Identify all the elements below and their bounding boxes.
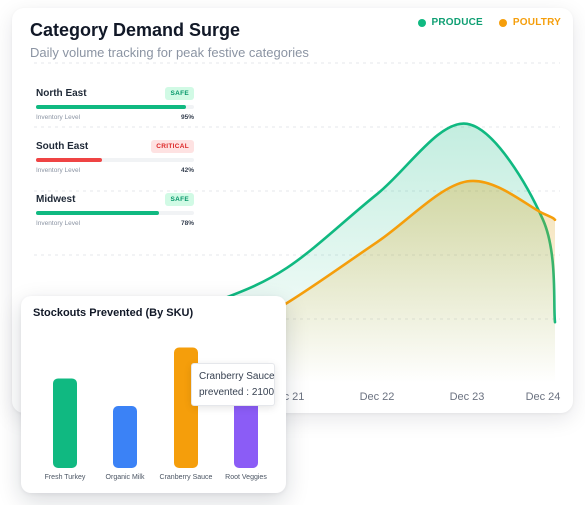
legend-item-poultry[interactable]: POULTRY xyxy=(498,17,561,28)
inventory-progress-track xyxy=(36,105,194,109)
bar-category-label: Fresh Turkey xyxy=(45,474,86,481)
inventory-level-label: Inventory Level xyxy=(36,167,81,174)
bar-category-label: Root Veggies xyxy=(225,474,267,481)
inventory-progress-track xyxy=(36,158,194,162)
region-name: North East xyxy=(36,87,87,99)
tooltip-value: prevented : 2100 xyxy=(199,387,275,398)
legend-label-poultry: POULTRY xyxy=(512,17,561,28)
bar-tooltip: Cranberry Sauce prevented : 2100 xyxy=(191,363,275,406)
region-card: Midwest SAFE Inventory Level 78% xyxy=(36,191,194,227)
bar-fresh-turkey[interactable] xyxy=(53,378,77,468)
region-name: Midwest xyxy=(36,193,76,205)
x-tick-label: Dec 22 xyxy=(360,391,395,403)
inventory-level-value: 95% xyxy=(180,114,194,121)
legend-dot-icon xyxy=(498,18,507,27)
bar-category-label: Cranberry Sauce xyxy=(160,474,213,481)
bar-organic-milk[interactable] xyxy=(113,406,137,468)
chart-subtitle: Daily volume tracking for peak festive c… xyxy=(30,45,309,60)
x-tick-label: Dec 23 xyxy=(450,391,485,403)
inventory-level-value: 42% xyxy=(180,167,194,174)
legend-dot-icon xyxy=(417,18,426,27)
inventory-progress-track xyxy=(36,211,194,215)
tooltip-category: Cranberry Sauce xyxy=(199,371,275,382)
legend-label-produce: PRODUCE xyxy=(431,17,483,28)
status-badge: CRITICAL xyxy=(151,139,194,153)
inventory-progress-fill xyxy=(36,105,187,109)
x-tick-label: Dec 24 xyxy=(526,391,561,403)
inventory-level-label: Inventory Level xyxy=(36,220,81,227)
inventory-progress-fill xyxy=(36,211,160,215)
x-axis: Dec 21 Dec 22 Dec 23 Dec 24 xyxy=(270,391,561,403)
chart-legend: PRODUCE POULTRY xyxy=(417,17,561,28)
inventory-level-value: 78% xyxy=(180,220,194,227)
inventory-level-label: Inventory Level xyxy=(36,114,81,121)
chart-title: Category Demand Surge xyxy=(30,20,241,40)
stockouts-title: Stockouts Prevented (By SKU) xyxy=(33,307,194,319)
inventory-progress-fill xyxy=(36,158,103,162)
bar-category-label: Organic Milk xyxy=(106,474,145,481)
legend-item-produce[interactable]: PRODUCE xyxy=(417,17,483,28)
status-badge: SAFE xyxy=(165,86,194,100)
status-badge: SAFE xyxy=(165,192,194,206)
region-name: South East xyxy=(36,140,89,152)
area-fill-poultry xyxy=(34,180,555,383)
region-card: North East SAFE Inventory Level 95% xyxy=(36,85,194,121)
stockouts-bar-chart: Fresh Turkey Organic Milk Cranberry Sauce R… xyxy=(45,347,267,481)
region-card: South East CRITICAL Inventory Level 42% xyxy=(36,138,194,174)
